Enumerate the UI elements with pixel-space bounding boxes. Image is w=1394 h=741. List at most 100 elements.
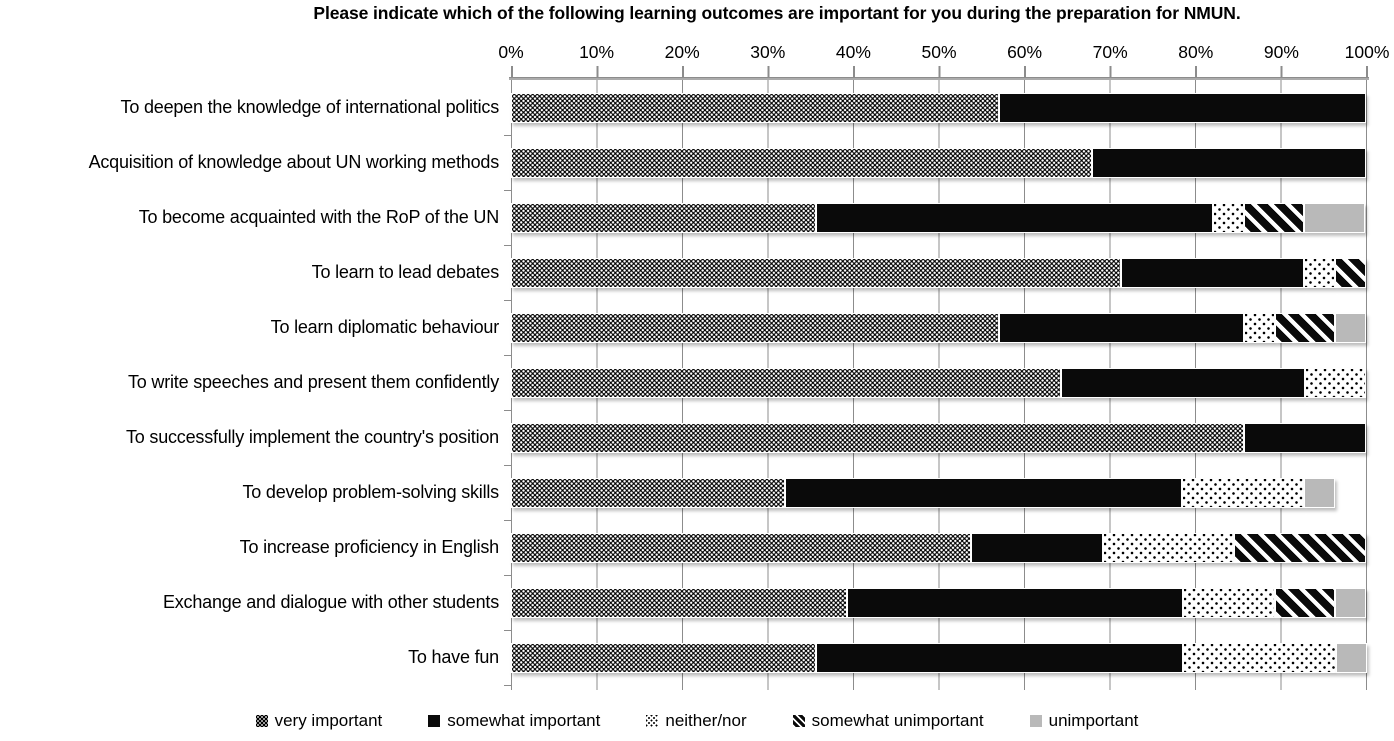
bar-segment-somewhat-important <box>785 477 1183 508</box>
bar-segment-somewhat-important <box>1121 257 1305 288</box>
x-axis-tick-label: 40% <box>835 42 871 62</box>
x-axis-tick-label: 90% <box>1263 42 1299 62</box>
category-label: To learn diplomatic behaviour <box>270 317 500 337</box>
bar-segment-neither-nor <box>1183 587 1275 618</box>
x-axis-tick-label: 80% <box>1178 42 1214 62</box>
category-label: To become acquainted with the RoP of the… <box>138 207 499 227</box>
chart-title: Please indicate which of the following l… <box>313 3 1241 23</box>
bar-segment-neither-nor <box>1243 312 1275 343</box>
bar-segment-very-important <box>511 257 1122 288</box>
stacked-bar <box>511 587 1366 618</box>
bar-segment-somewhat-important <box>999 92 1366 123</box>
stacked-bar <box>511 202 1366 233</box>
legend-label: unimportant <box>1048 711 1139 730</box>
bar-segment-very-important <box>511 587 847 618</box>
x-axis-tick-label: 70% <box>1092 42 1128 62</box>
bar-segment-unimportant <box>1336 642 1367 673</box>
bar-segment-very-important <box>511 532 971 563</box>
stacked-bar <box>511 367 1366 398</box>
bar-segment-somewhat-unimportant <box>1234 532 1366 563</box>
x-axis-tick-label: 10% <box>579 42 615 62</box>
stacked-bar <box>511 147 1366 178</box>
bar-segment-somewhat-important <box>1060 367 1306 398</box>
bar-segment-neither-nor <box>1212 202 1244 233</box>
bar-segment-very-important <box>511 147 1092 178</box>
legend-label: somewhat unimportant <box>811 711 984 730</box>
chart-row: To deepen the knowledge of international… <box>0 80 1366 136</box>
chart-row: To learn diplomatic behaviour <box>0 300 1366 356</box>
bar-segment-very-important <box>511 642 817 673</box>
bar-segment-very-important <box>511 202 817 233</box>
bar-segment-neither-nor <box>1183 642 1337 673</box>
bar-segment-somewhat-important <box>816 642 1184 673</box>
legend-label: very important <box>274 711 383 730</box>
category-label: To deepen the knowledge of international… <box>120 97 500 117</box>
bar-segment-unimportant <box>1335 587 1366 618</box>
category-label: To write speeches and present them confi… <box>127 372 499 392</box>
x-axis-tick-label: 0% <box>498 42 524 62</box>
bar-segment-very-important <box>511 312 1000 343</box>
bar-segment-unimportant <box>1335 312 1366 343</box>
x-axis-line <box>509 77 1369 80</box>
bar-segment-very-important <box>511 477 786 508</box>
stacked-bar <box>511 92 1366 123</box>
bar-segment-somewhat-unimportant <box>1243 202 1305 233</box>
chart-row: Acquisition of knowledge about UN workin… <box>0 135 1366 191</box>
bar-rows: To deepen the knowledge of international… <box>0 80 1367 686</box>
category-label: Acquisition of knowledge about UN workin… <box>88 152 500 172</box>
legend-swatch-somewhat-important-icon <box>428 715 441 727</box>
legend-label: somewhat important <box>447 711 601 730</box>
legend: very important somewhat important neithe… <box>0 711 1394 731</box>
x-axis-tick-label: 50% <box>921 42 957 62</box>
legend-swatch-somewhat-unimportant-icon <box>792 715 805 727</box>
bar-segment-somewhat-unimportant <box>1274 312 1336 343</box>
bar-segment-very-important <box>511 367 1061 398</box>
legend-item-very-important: very important <box>255 711 383 731</box>
stacked-bar <box>511 312 1366 343</box>
stacked-bar <box>511 477 1366 508</box>
bar-segment-somewhat-important <box>1243 422 1366 453</box>
chart-row: To develop problem-solving skills <box>0 465 1366 521</box>
bar-segment-somewhat-important <box>970 532 1103 563</box>
chart-row: Exchange and dialogue with other student… <box>0 575 1366 631</box>
x-axis-tick-label: 20% <box>664 42 700 62</box>
stacked-bar <box>511 257 1366 288</box>
chart-row: To become acquainted with the RoP of the… <box>0 190 1366 246</box>
chart-row: To increase proficiency in English <box>0 520 1366 576</box>
legend-label: neither/nor <box>665 711 747 730</box>
bar-segment-somewhat-unimportant <box>1335 257 1366 288</box>
bar-segment-somewhat-important <box>999 312 1244 343</box>
x-axis-tick-label: 100% <box>1344 42 1390 62</box>
stacked-bar <box>511 642 1367 673</box>
bar-segment-somewhat-important <box>847 587 1183 618</box>
bar-segment-neither-nor <box>1304 257 1336 288</box>
legend-item-unimportant: unimportant <box>1029 711 1139 731</box>
chart-row: To successfully implement the country's … <box>0 410 1366 466</box>
category-label: To learn to lead debates <box>311 262 500 282</box>
bar-segment-very-important <box>511 92 1000 123</box>
category-label: Exchange and dialogue with other student… <box>162 592 499 612</box>
legend-item-somewhat-important: somewhat important <box>428 711 600 731</box>
legend-item-neither-nor: neither/nor <box>646 711 747 731</box>
bar-segment-neither-nor <box>1182 477 1305 508</box>
bar-segment-neither-nor <box>1305 367 1366 398</box>
bar-segment-somewhat-unimportant <box>1274 587 1336 618</box>
category-label: To successfully implement the country's … <box>125 427 499 447</box>
bar-segment-unimportant <box>1304 477 1336 508</box>
chart-row: To have fun <box>0 630 1367 686</box>
bar-segment-somewhat-important <box>816 202 1213 233</box>
category-label: To increase proficiency in English <box>239 537 500 557</box>
chart-row: To learn to lead debates <box>0 245 1366 301</box>
chart-row: To write speeches and present them confi… <box>0 355 1366 411</box>
legend-swatch-very-important-icon <box>255 715 268 727</box>
legend-swatch-neither-nor-icon <box>646 715 659 727</box>
x-axis-tick-label: 30% <box>750 42 786 62</box>
stacked-bar <box>511 532 1366 563</box>
bar-segment-neither-nor <box>1102 532 1235 563</box>
stacked-bar <box>511 422 1366 453</box>
bar-segment-somewhat-important <box>1091 147 1366 178</box>
bar-segment-very-important <box>511 422 1244 453</box>
x-axis-tick-label: 60% <box>1007 42 1043 62</box>
legend-swatch-unimportant-icon <box>1029 715 1042 727</box>
